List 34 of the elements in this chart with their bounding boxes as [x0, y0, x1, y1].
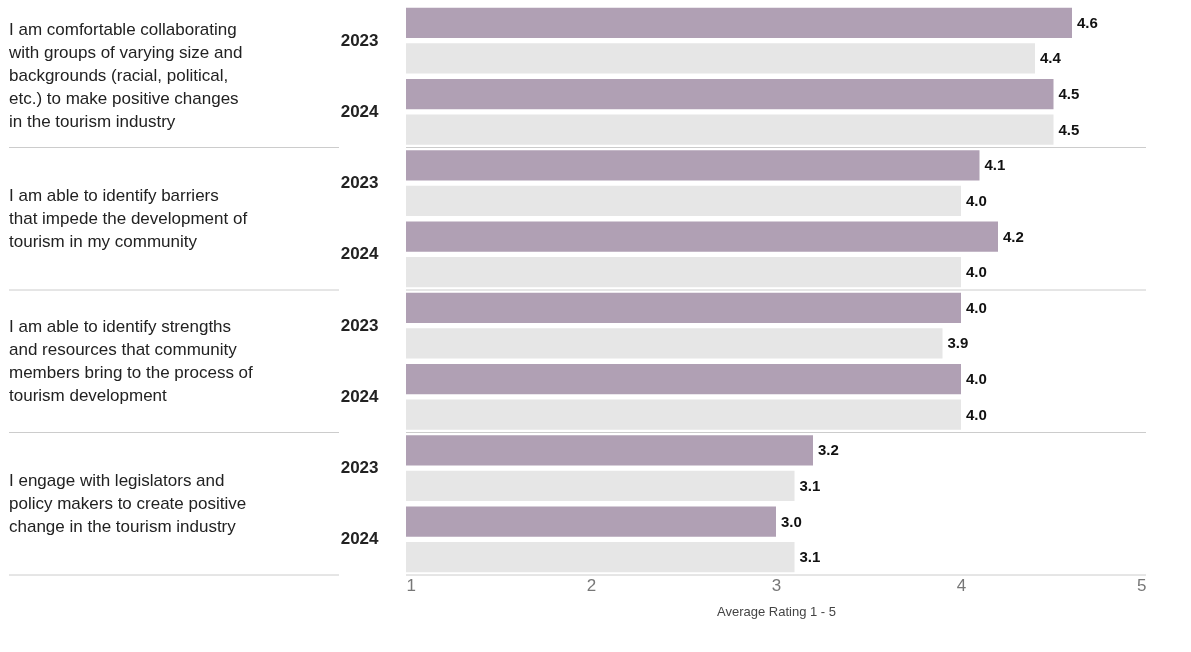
y-tick-label: 2023 — [340, 30, 379, 50]
data-label: 4.0 — [966, 405, 987, 423]
data-label: 3.0 — [781, 512, 802, 530]
text: I am able to identify strengths and resources that community members bring to the process of tourism development — [9, 316, 254, 405]
text: I engage with legislators and policy makers to create positive change in the tourism industry — [9, 470, 247, 536]
y-tick-label: 2023 — [340, 315, 379, 335]
text: I am able to identify barriers that impede the development of tourism in my community — [9, 185, 248, 251]
y-tick-label: 2024 — [340, 244, 380, 264]
y-tick-label: 2023 — [340, 173, 379, 193]
data-label: 4.4 — [1040, 49, 1062, 67]
data-label: 4.0 — [966, 191, 987, 209]
text: I am comfortable collaborating with groups of varying size and backgrounds (racial, political, etc.) to make positive changes in the tourism industry — [8, 20, 243, 132]
data-label: 4.2 — [1003, 227, 1024, 245]
data-label: 4.0 — [966, 263, 987, 281]
y-tick-label: 2024 — [340, 101, 380, 121]
data-label: 4.0 — [966, 298, 987, 316]
y-tick-label: 2023 — [340, 458, 379, 478]
x-tick-label: 4 — [956, 575, 967, 595]
data-label: 3.9 — [947, 334, 969, 352]
data-label: 4.1 — [984, 156, 1006, 174]
x-tick-label: 2 — [586, 575, 597, 595]
x-tick-label: 1 — [406, 575, 416, 595]
data-label: 4.6 — [1077, 13, 1098, 31]
data-label: 4.5 — [1058, 120, 1080, 138]
data-label: 3.1 — [799, 548, 821, 566]
x-tick-label: 3 — [771, 575, 782, 595]
y-tick-label: 2024 — [340, 386, 380, 406]
data-label: 4.0 — [966, 370, 987, 388]
x-tick-label: 5 — [1137, 575, 1147, 595]
data-label: 4.5 — [1058, 85, 1080, 103]
data-label: 3.1 — [799, 476, 821, 494]
x-axis-title: Average Rating 1 - 5 — [717, 603, 836, 619]
y-tick-label: 2024 — [340, 529, 380, 549]
data-label: 3.2 — [818, 441, 839, 459]
